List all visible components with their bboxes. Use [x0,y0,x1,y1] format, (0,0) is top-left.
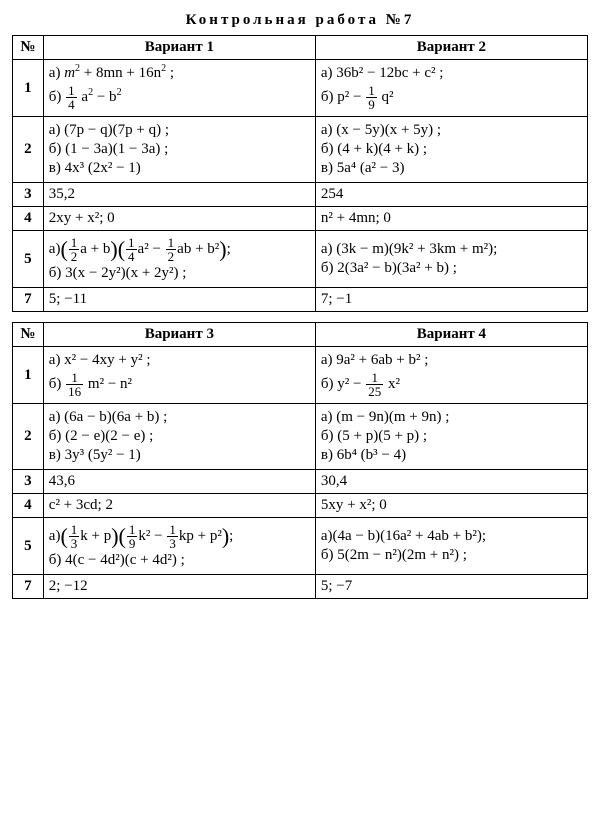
cell: а)(12a + b)(14a² − 12ab + b²); б) 3(x − … [43,231,315,288]
cell: 35,2 [43,183,315,207]
row-num: 1 [13,60,44,117]
cell: а) x² − 4xy + y² ; б) 116 m² − n² [43,347,315,404]
header-v2: Вариант 2 [315,36,587,60]
cell: 254 [315,183,587,207]
table-row: 4 c² + 3cd; 2 5xy + x²; 0 [13,494,588,518]
row-num: 3 [13,470,44,494]
row-num: 4 [13,207,44,231]
row-num: 1 [13,347,44,404]
cell: 30,4 [315,470,587,494]
table-row: 7 5; −11 7; −1 [13,288,588,312]
cell: c² + 3cd; 2 [43,494,315,518]
row-num: 5 [13,231,44,288]
table-row: 7 2; −12 5; −7 [13,575,588,599]
cell: а)(13k + p)(19k² − 13kp + p²); б) 4(c − … [43,518,315,575]
table-variants-1-2: № Вариант 1 Вариант 2 1 а) m2 + 8mn + 16… [12,35,588,312]
cell: n² + 4mn; 0 [315,207,587,231]
page-title: Контрольная работа №7 [12,12,588,29]
cell: а) (3k − m)(9k² + 3km + m²);б) 2(3a² − b… [315,231,587,288]
table-row: 4 2xy + x²; 0 n² + 4mn; 0 [13,207,588,231]
cell: а) 9a² + 6ab + b² ; б) y² − 125 x² [315,347,587,404]
cell: а) (m − 9n)(m + 9n) ;б) (5 + p)(5 + p) ;… [315,404,587,470]
row-num: 7 [13,575,44,599]
row-num: 2 [13,117,44,183]
table-row: 5 а)(12a + b)(14a² − 12ab + b²); б) 3(x … [13,231,588,288]
header-v3: Вариант 3 [43,323,315,347]
table-row: 2 а) (7p − q)(7p + q) ;б) (1 − 3a)(1 − 3… [13,117,588,183]
cell: 2xy + x²; 0 [43,207,315,231]
cell: а)(4a − b)(16a² + 4ab + b²);б) 5(2m − n²… [315,518,587,575]
cell: а) m2 + 8mn + 16n2 ; б) 14 a2 − b2 [43,60,315,117]
cell: 43,6 [43,470,315,494]
table-variants-3-4: № Вариант 3 Вариант 4 1 а) x² − 4xy + y²… [12,322,588,599]
table-row: 1 а) x² − 4xy + y² ; б) 116 m² − n² а) 9… [13,347,588,404]
row-num: 4 [13,494,44,518]
table-row: 3 43,6 30,4 [13,470,588,494]
row-num: 5 [13,518,44,575]
row-num: 2 [13,404,44,470]
row-num: 7 [13,288,44,312]
table-row: 2 а) (6a − b)(6a + b) ;б) (2 − e)(2 − e)… [13,404,588,470]
cell: 5xy + x²; 0 [315,494,587,518]
table-row: 3 35,2 254 [13,183,588,207]
cell: 2; −12 [43,575,315,599]
row-num: 3 [13,183,44,207]
cell: а) (6a − b)(6a + b) ;б) (2 − e)(2 − e) ;… [43,404,315,470]
cell: 5; −11 [43,288,315,312]
cell: а) (x − 5y)(x + 5y) ;б) (4 + k)(4 + k) ;… [315,117,587,183]
cell: а) (7p − q)(7p + q) ;б) (1 − 3a)(1 − 3a)… [43,117,315,183]
cell: 7; −1 [315,288,587,312]
table-row: 1 а) m2 + 8mn + 16n2 ; б) 14 a2 − b2 а) … [13,60,588,117]
cell: 5; −7 [315,575,587,599]
table-row: 5 а)(13k + p)(19k² − 13kp + p²); б) 4(c … [13,518,588,575]
header-v1: Вариант 1 [43,36,315,60]
header-v4: Вариант 4 [315,323,587,347]
header-num: № [13,323,44,347]
cell: а) 36b² − 12bc + c² ; б) p² − 19 q² [315,60,587,117]
header-num: № [13,36,44,60]
